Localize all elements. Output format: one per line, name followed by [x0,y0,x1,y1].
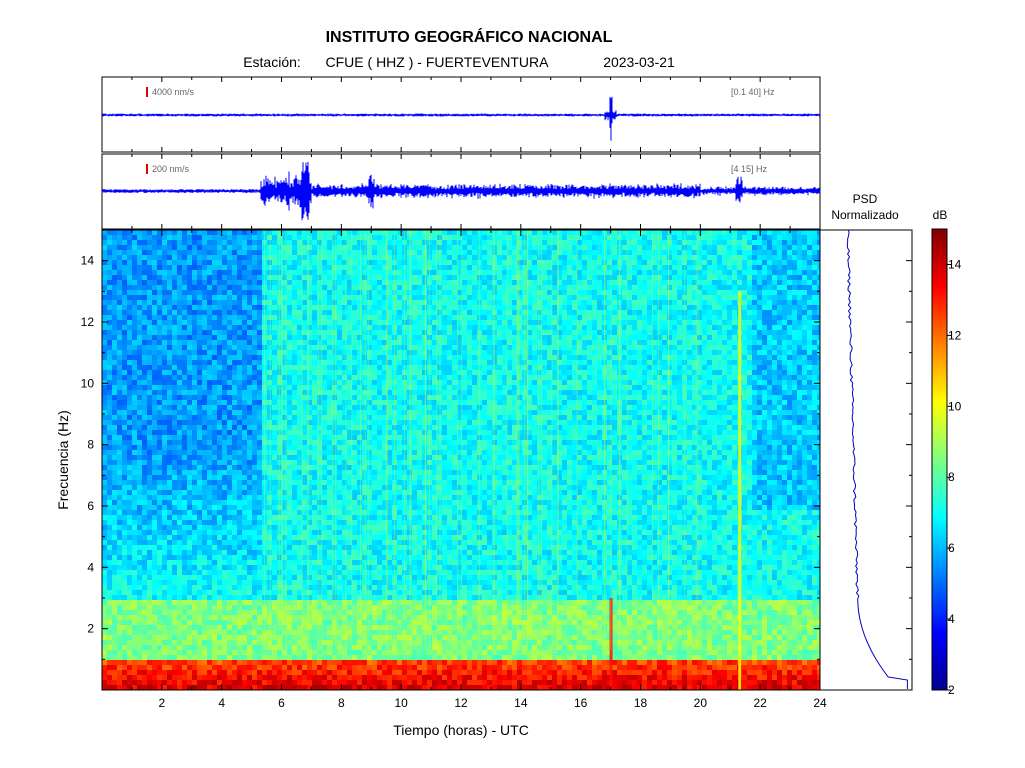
colorbar-tick-label: 10 [948,399,962,413]
waveform-broadband [102,96,820,141]
y-tick-label: 2 [87,622,94,636]
station-name: CFUE ( HHZ ) - FUERTEVENTURA [326,54,550,70]
colorbar-tick-label: 12 [948,328,962,342]
y-tick-label: 6 [87,499,94,513]
x-tick-label: 12 [454,696,468,710]
colorbar-tick-label: 2 [948,683,955,697]
page-title: INSTITUTO GEOGRÁFICO NACIONAL [326,27,613,46]
x-tick-label: 20 [694,696,708,710]
y-tick-label: 14 [81,254,95,268]
x-axis-ticks: 2 4 6 8 10 12 14 16 18 20 22 24 [131,77,827,710]
y-tick-label: 10 [81,376,95,390]
scale-label: 200 nm/s [152,164,190,174]
scale-label: 4000 nm/s [152,87,195,97]
y-tick-label: 12 [81,315,95,329]
x-tick-label: 10 [394,696,408,710]
y-tick-label: 4 [87,560,94,574]
waveform-filtered [102,162,820,221]
psd-title: PSD [853,192,878,206]
x-tick-label: 14 [514,696,528,710]
x-tick-label: 8 [338,696,345,710]
filter-label: [4 15] Hz [731,164,768,174]
x-tick-label: 24 [813,696,827,710]
x-tick-label: 22 [753,696,767,710]
psd-curve [846,230,908,689]
colorbar-tick-label: 8 [948,470,955,484]
scale-bar [146,87,148,97]
x-tick-label: 4 [218,696,225,710]
colorbar-ticks: 2 4 6 8 10 12 14 [947,257,962,697]
station-label: Estación: [243,54,301,70]
trace-panel-filtered: 200 nm/s [4 15] Hz [101,153,821,230]
x-tick-label: 16 [574,696,588,710]
trace-panel-broadband: 4000 nm/s [0.1 40] Hz [101,76,821,153]
scale-bar [146,164,148,174]
psd-subtitle: Normalizado [831,208,899,222]
event-streak [738,291,742,690]
psd-panel: PSD Normalizado [819,192,913,691]
colorbar-tick-label: 6 [948,541,955,555]
date-label: 2023-03-21 [603,54,675,70]
y-axis-label: Frecuencia (Hz) [55,410,71,510]
x-tick-label: 2 [158,696,165,710]
colorbar-tick-label: 4 [948,612,955,626]
x-axis-label: Tiempo (horas) - UTC [393,722,529,738]
colorbar-unit: dB [933,208,948,222]
colorbar-tick-label: 14 [948,257,962,271]
y-tick-label: 8 [87,438,94,452]
colorbar: dB 2 4 6 8 10 12 14 [931,208,962,697]
filter-label: [0.1 40] Hz [731,87,775,97]
x-tick-label: 18 [634,696,648,710]
event-streak [609,598,613,690]
y-axis-ticks: 2 4 6 8 10 12 14 [81,254,820,660]
x-tick-label: 6 [278,696,285,710]
